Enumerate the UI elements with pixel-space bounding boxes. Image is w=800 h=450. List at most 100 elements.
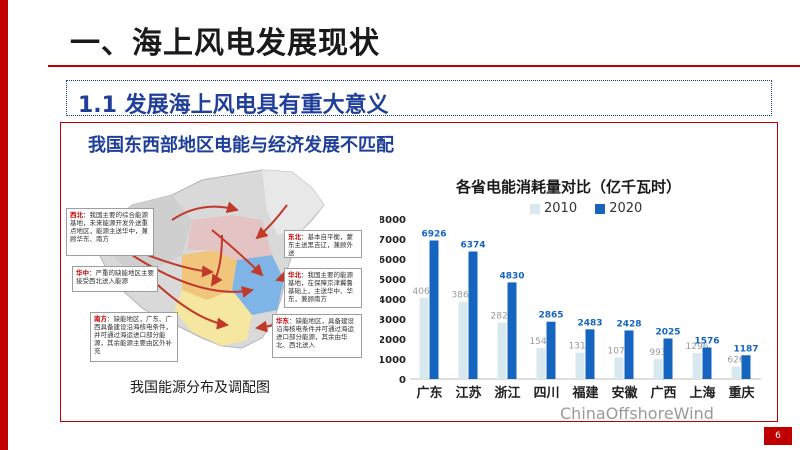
y-tick-label: 5000 — [380, 275, 406, 286]
energy-flow-arrow — [211, 229, 264, 277]
map-note-region: 华北 — [288, 271, 301, 279]
bar-2010 — [653, 359, 663, 379]
content-frame — [60, 122, 778, 422]
chart-title: 各省电能消耗量对比（亿千瓦时） — [456, 178, 682, 196]
bar-2010 — [536, 348, 546, 379]
legend-label-2020: 2020 — [609, 201, 643, 216]
x-tick-label: 安徽 — [611, 385, 638, 401]
map-note-region: 东北 — [288, 233, 301, 241]
bar-chart: 0 1000 2000 3000 4000 5000 6000 7000 8000 4060 692… — [380, 215, 761, 401]
bar-2010 — [731, 366, 741, 379]
data-label-2020: 2428 — [616, 319, 641, 329]
map-note-region: 西北 — [70, 211, 83, 219]
legend-label-2010: 2010 — [544, 201, 578, 216]
x-tick-label: 浙江 — [494, 385, 520, 401]
map-note-central: 华中：严重的缺能地区主要接受西北送入能源 — [72, 266, 158, 292]
y-tick-label: 2000 — [380, 335, 406, 346]
x-tick-label: 江苏 — [455, 385, 481, 401]
data-label-2010: 2821 — [491, 312, 514, 322]
y-tick-label: 0 — [399, 375, 406, 386]
map-note-northeast: 东北：基本自平衡，蒙东主送黑吉辽，兼顾外送 — [284, 230, 362, 258]
data-label-2020: 2865 — [538, 311, 563, 321]
map-note-north: 华北：我国主要的能源基地，在保障京津冀鲁基础上，主送华中、华东，兼顾南方 — [284, 268, 362, 308]
bar-2020 — [585, 329, 595, 379]
legend-swatch-2020 — [595, 203, 606, 214]
x-tick-label: 福建 — [571, 385, 598, 401]
section-title: 1.1 发展海上风电具有重大意义 — [78, 93, 389, 118]
data-label-2010: 1296 — [686, 342, 709, 352]
bar-2010 — [419, 297, 429, 379]
bar-2020 — [663, 338, 673, 379]
data-label-2010: 626 — [727, 355, 744, 365]
map-note-text: ：基本自平衡，蒙东主送黑吉辽，兼顾外送 — [288, 233, 353, 257]
left-accent-bar — [0, 0, 26, 450]
data-label-2020: 4830 — [499, 271, 524, 281]
x-tick-label: 上海 — [689, 385, 715, 401]
energy-flow-arrow — [171, 201, 239, 221]
map-note-text: ：我国主要的综合能源基地，未来能源开发外送重点地区，能源主送华中，兼顾华东、南方 — [70, 211, 148, 243]
bar-2020 — [741, 355, 751, 379]
map-note-region: 华东 — [276, 317, 289, 325]
title-divider — [48, 65, 800, 67]
page-number: 6 — [764, 427, 792, 445]
region-south — [174, 290, 252, 346]
map-note-south: 南方：缺能地区，广东、广西具备建设沿海核电条件，并可通过海运进口部分能源，其余能… — [90, 312, 178, 362]
data-label-2010: 1078 — [608, 346, 631, 356]
data-label-2010: 3864 — [452, 291, 475, 301]
data-label-2020: 2483 — [577, 318, 602, 328]
x-tick-label: 广东 — [416, 385, 442, 401]
bar-2020 — [429, 240, 439, 379]
y-tick-label: 1000 — [380, 355, 406, 366]
data-label-2010: 993 — [649, 348, 666, 358]
bar-2010 — [458, 301, 468, 379]
map-note-text: ：我国主要的能源基地，在保障京津冀鲁基础上，主送华中、华东，兼顾南方 — [288, 271, 353, 303]
bar-2020 — [546, 321, 556, 379]
x-tick-label: 四川 — [533, 386, 559, 401]
map-note-text: ：严重的缺能地区主要接受西北送入能源 — [76, 269, 154, 285]
data-label-2020: 6926 — [421, 229, 446, 239]
energy-flow-arrow — [210, 234, 223, 287]
map-note-region: 南方 — [94, 315, 107, 323]
bar-2010 — [692, 353, 702, 379]
section-box — [66, 80, 772, 116]
bar-2020 — [468, 251, 478, 379]
bar-2020 — [702, 347, 712, 379]
y-tick-label: 4000 — [380, 295, 406, 306]
data-label-2020: 6374 — [460, 241, 485, 251]
data-label-2010: 1315 — [569, 342, 592, 352]
map-note-east: 华东：缺能地区，具备建设沿海核电条件并可通过海运进口部分能源，其余由华北、西北送… — [272, 314, 362, 358]
y-tick-label: 8000 — [380, 215, 406, 226]
sub-title: 我国东西部地区电能与经济发展不匹配 — [88, 135, 394, 156]
legend-item-2010: 2010 — [530, 201, 577, 216]
watermark-logo: ChinaOffshoreWind — [560, 404, 714, 423]
map-caption: 我国能源分布及调配图 — [130, 380, 270, 396]
x-tick-label: 重庆 — [728, 385, 754, 401]
y-tick-label: 6000 — [380, 255, 406, 266]
bar-2010 — [575, 352, 585, 379]
energy-flow-arrow — [131, 254, 254, 298]
slide-title: 一、海上风电发展现状 — [70, 26, 380, 61]
data-label-2020: 1187 — [733, 344, 758, 354]
y-tick-label: 7000 — [380, 235, 406, 246]
bar-2020 — [624, 330, 634, 379]
region-east — [232, 255, 284, 315]
map-note-region: 华中 — [76, 269, 89, 277]
map-note-northwest: 西北：我国主要的综合能源基地，未来能源开发外送重点地区，能源主送华中，兼顾华东、… — [66, 208, 154, 256]
bar-2010 — [614, 357, 624, 379]
data-label-2010: 1549 — [530, 337, 553, 347]
left-red-stripe — [0, 0, 8, 450]
legend-swatch-2010 — [530, 203, 540, 214]
map-note-text: ：缺能地区，具备建设沿海核电条件并可通过海运进口部分能源，其余由华北、西北送入 — [276, 317, 354, 349]
x-tick-label: 广西 — [650, 385, 676, 401]
energy-flow-arrow — [255, 204, 288, 240]
y-tick-label: 3000 — [380, 315, 406, 326]
region-northeast — [262, 170, 324, 235]
data-label-2020: 2025 — [655, 328, 680, 338]
legend-item-2020: 2020 — [595, 201, 642, 216]
map-note-text: ：缺能地区，广东、广西具备建设沿海核电条件，并可通过海运进口部分能源，其余能源主… — [94, 315, 172, 355]
bar-2010 — [497, 322, 507, 379]
region-north — [187, 215, 272, 260]
data-label-2010: 4060 — [413, 287, 436, 297]
chart-legend: 2010 2020 — [530, 201, 656, 218]
bar-2020 — [507, 282, 517, 379]
